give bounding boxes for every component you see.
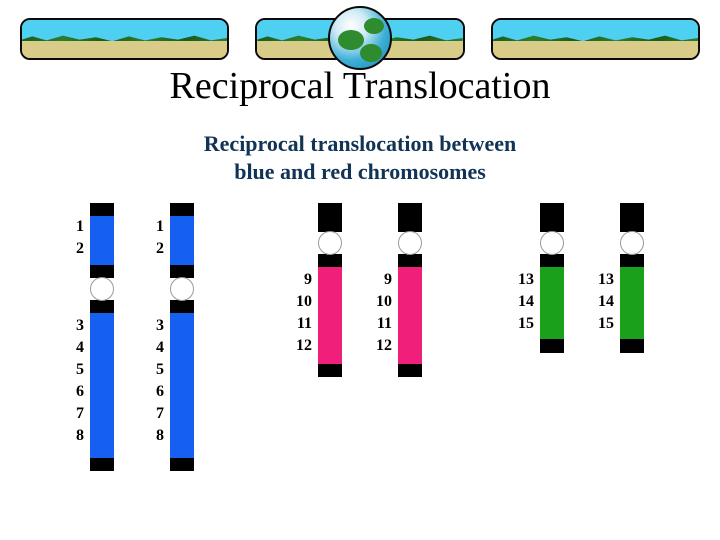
chromosome-segment bbox=[398, 203, 422, 232]
banner-right bbox=[491, 18, 700, 60]
locus-labels-bottom: 131415 bbox=[598, 269, 614, 335]
blue-pair: 1234567812345678 bbox=[90, 203, 194, 471]
locus-label: 8 bbox=[76, 425, 84, 447]
locus-label: 9 bbox=[376, 269, 392, 291]
chromosome-segment bbox=[540, 339, 564, 352]
subtitle-line-2: blue and red chromosomes bbox=[0, 158, 720, 186]
centromere bbox=[170, 277, 194, 301]
chromosome-segment bbox=[540, 203, 564, 232]
locus-label: 1 bbox=[156, 216, 164, 238]
globe-continent bbox=[338, 30, 364, 50]
chromosome-segment bbox=[318, 254, 342, 267]
locus-label: 15 bbox=[518, 313, 534, 335]
locus-label: 7 bbox=[156, 403, 164, 425]
chromosome-segment bbox=[90, 265, 114, 278]
chromosome-segment bbox=[170, 216, 194, 264]
locus-label: 11 bbox=[376, 313, 392, 335]
banner-land bbox=[22, 41, 227, 58]
locus-label: 5 bbox=[156, 359, 164, 381]
chromosome-diagram: 1234567812345678910111291011121314151314… bbox=[0, 203, 720, 523]
chromosome-segment bbox=[90, 216, 114, 264]
chromosome-segment bbox=[620, 267, 644, 340]
centromere bbox=[398, 231, 422, 255]
locus-labels-bottom: 9101112 bbox=[376, 269, 392, 357]
chromosome-segment bbox=[620, 339, 644, 352]
chromosome-segment bbox=[170, 203, 194, 216]
locus-label: 4 bbox=[156, 337, 164, 359]
locus-labels-top: 12 bbox=[76, 216, 84, 260]
chromosome-segment bbox=[318, 364, 342, 377]
green-pair: 131415131415 bbox=[540, 203, 644, 353]
blue-1: 12345678 bbox=[90, 203, 114, 471]
subtitle-line-1: Reciprocal translocation between bbox=[0, 130, 720, 158]
globe-continent bbox=[360, 44, 382, 62]
chromosome-segment bbox=[540, 267, 564, 340]
locus-label: 2 bbox=[76, 238, 84, 260]
red-2: 9101112 bbox=[398, 203, 422, 377]
centromere bbox=[620, 231, 644, 255]
locus-label: 12 bbox=[376, 335, 392, 357]
chromosome-segment bbox=[90, 313, 114, 458]
chromosome-segment bbox=[620, 203, 644, 232]
banner-left bbox=[20, 18, 229, 60]
globe-continent bbox=[364, 18, 384, 34]
locus-label: 9 bbox=[296, 269, 312, 291]
locus-label: 3 bbox=[156, 315, 164, 337]
chromosome-segment bbox=[170, 458, 194, 471]
locus-label: 6 bbox=[76, 381, 84, 403]
chromosome-segment bbox=[398, 364, 422, 377]
chromosome-segment bbox=[170, 265, 194, 278]
banner-land bbox=[493, 41, 698, 58]
diagram-subtitle: Reciprocal translocation between blue an… bbox=[0, 130, 720, 185]
locus-label: 12 bbox=[296, 335, 312, 357]
red-1: 9101112 bbox=[318, 203, 342, 377]
locus-label: 4 bbox=[76, 337, 84, 359]
green-1: 131415 bbox=[540, 203, 564, 353]
locus-labels-top: 12 bbox=[156, 216, 164, 260]
locus-label: 6 bbox=[156, 381, 164, 403]
page-title: Reciprocal Translocation bbox=[0, 64, 720, 108]
centromere bbox=[318, 231, 342, 255]
chromosome-segment bbox=[170, 300, 194, 313]
locus-label: 7 bbox=[76, 403, 84, 425]
locus-labels-bottom: 131415 bbox=[518, 269, 534, 335]
locus-label: 2 bbox=[156, 238, 164, 260]
locus-label: 8 bbox=[156, 425, 164, 447]
locus-label: 14 bbox=[598, 291, 614, 313]
blue-2: 12345678 bbox=[170, 203, 194, 471]
locus-labels-bottom: 345678 bbox=[156, 315, 164, 447]
chromosome-segment bbox=[540, 254, 564, 267]
locus-label: 15 bbox=[598, 313, 614, 335]
centromere bbox=[90, 277, 114, 301]
locus-label: 3 bbox=[76, 315, 84, 337]
centromere bbox=[540, 231, 564, 255]
locus-label: 10 bbox=[296, 291, 312, 313]
locus-label: 13 bbox=[598, 269, 614, 291]
chromosome-segment bbox=[318, 267, 342, 364]
locus-label: 5 bbox=[76, 359, 84, 381]
globe-icon bbox=[328, 6, 392, 70]
chromosome-segment bbox=[170, 313, 194, 458]
locus-label: 13 bbox=[518, 269, 534, 291]
locus-label: 11 bbox=[296, 313, 312, 335]
locus-labels-bottom: 9101112 bbox=[296, 269, 312, 357]
locus-label: 10 bbox=[376, 291, 392, 313]
chromosome-segment bbox=[398, 267, 422, 364]
locus-label: 14 bbox=[518, 291, 534, 313]
red-pair: 91011129101112 bbox=[318, 203, 422, 377]
chromosome-segment bbox=[398, 254, 422, 267]
chromosome-segment bbox=[620, 254, 644, 267]
chromosome-segment bbox=[90, 300, 114, 313]
chromosome-segment bbox=[90, 458, 114, 471]
locus-labels-bottom: 345678 bbox=[76, 315, 84, 447]
banner-row bbox=[0, 0, 720, 60]
chromosome-segment bbox=[90, 203, 114, 216]
green-2: 131415 bbox=[620, 203, 644, 353]
locus-label: 1 bbox=[76, 216, 84, 238]
chromosome-segment bbox=[318, 203, 342, 232]
